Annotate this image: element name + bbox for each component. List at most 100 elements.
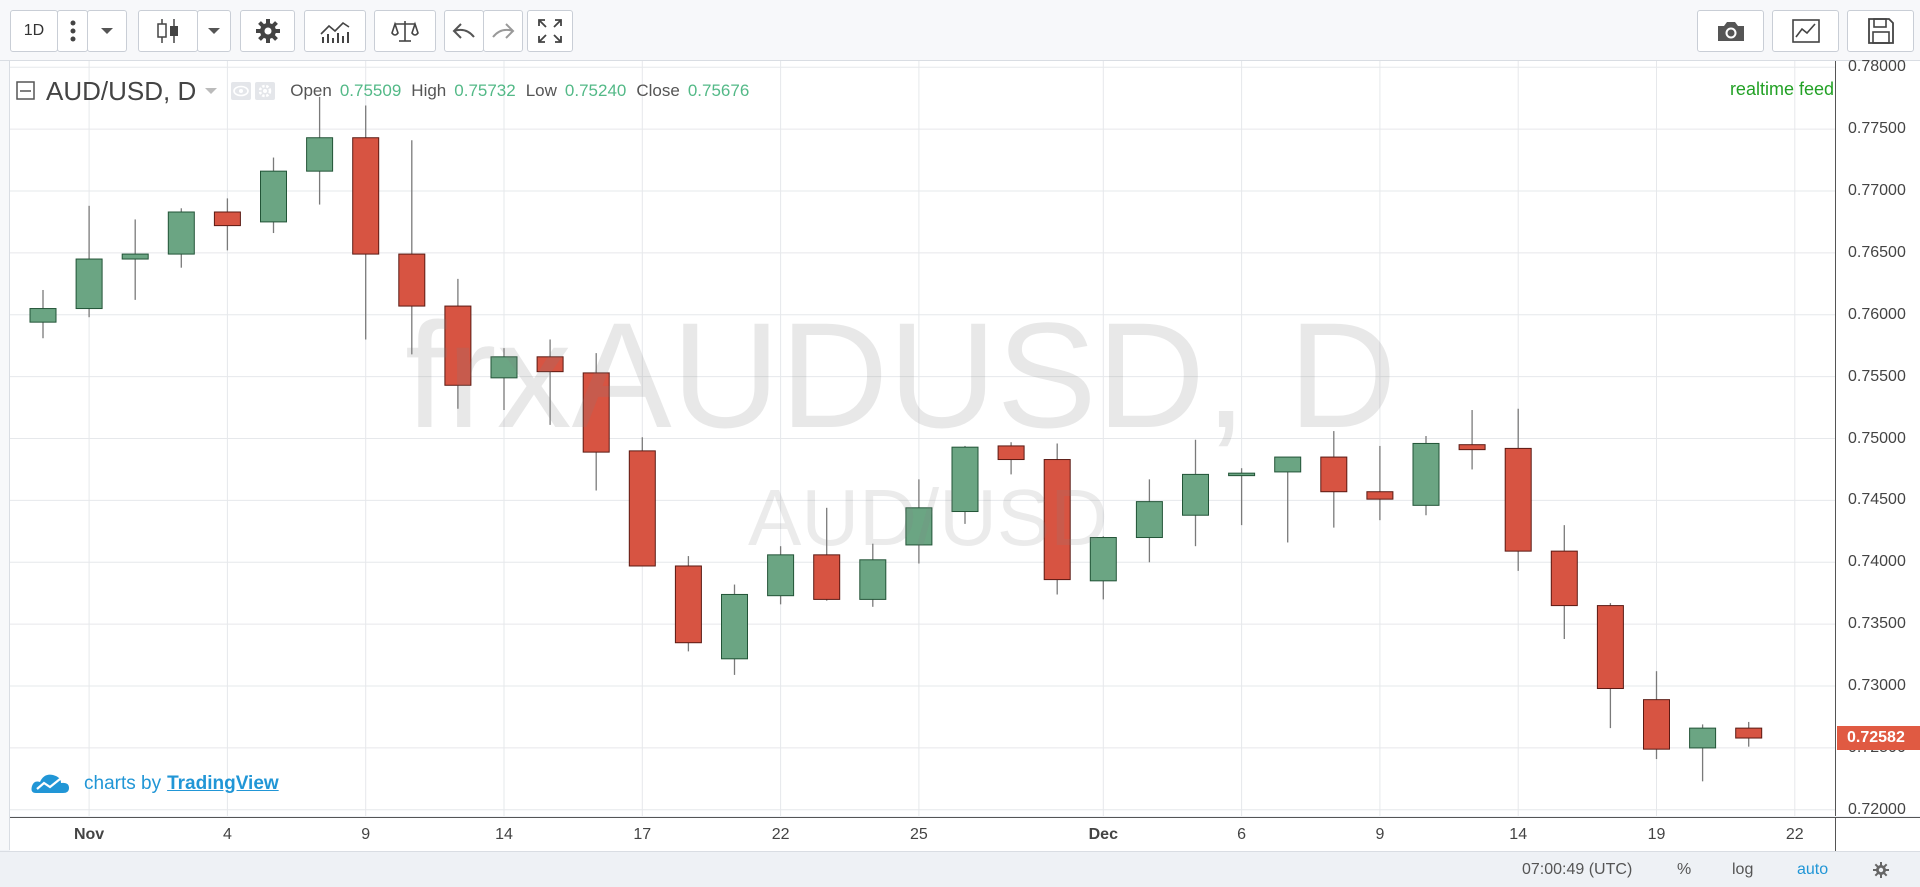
candle-body-down [813,554,841,600]
time-axis[interactable]: Nov 4 9 14 17 22 25 Dec 6 9 14 19 22 [10,817,1835,851]
series-legend: AUD/USD, D Open 0.75509 High 0.75732 Low… [16,76,749,106]
tradingview-link[interactable]: TradingView [167,773,279,794]
screenshot-button[interactable] [1697,10,1764,52]
interval-dropdown-button[interactable] [87,10,127,52]
chart-style-button[interactable] [138,10,198,52]
time-tick-label: Nov [73,826,105,843]
candle[interactable] [582,353,610,491]
log-scale-toggle[interactable]: log [1732,861,1754,878]
chevron-down-icon[interactable] [204,86,218,96]
candle[interactable] [859,543,887,607]
candle[interactable] [352,105,380,340]
candle[interactable] [813,507,841,601]
candle[interactable] [1320,431,1348,528]
save-chart-button[interactable] [1847,10,1914,52]
candle-body-up [859,559,887,600]
candle[interactable] [767,546,795,605]
candle[interactable] [398,140,426,355]
candle[interactable] [1135,479,1163,563]
candle[interactable] [1043,443,1071,595]
tradingview-branding[interactable]: charts by TradingView [30,765,279,803]
candle[interactable] [628,437,656,567]
axis-corner [1835,817,1920,851]
compare-button[interactable] [374,10,436,52]
time-tick-label: 9 [361,826,371,843]
scale-settings-gear-icon[interactable] [1872,861,1890,879]
candle[interactable] [721,584,748,675]
chart-style-dropdown-button[interactable] [197,10,231,52]
candle-body-down [674,565,702,644]
symbol-title[interactable]: AUD/USD, D [46,75,197,106]
price-tick-label: 0.77500 [1848,120,1906,138]
candle-body-up [121,253,149,260]
low-value: 0.75240 [564,81,627,100]
candle[interactable] [1458,410,1486,470]
fullscreen-button[interactable] [527,10,573,52]
candle[interactable] [1182,439,1209,547]
time-tick-label: 22 [771,826,790,843]
candle[interactable] [29,289,57,339]
candle[interactable] [306,96,334,205]
candle-body-down [536,356,564,373]
candle-body-up [721,593,748,660]
redo-button[interactable] [483,10,523,52]
price-tick-label: 0.72000 [1848,800,1906,818]
candle[interactable] [213,198,241,251]
candle[interactable] [1689,724,1717,782]
candle-body-up [951,446,979,513]
candle[interactable] [536,339,564,425]
price-axis[interactable]: 0.78000 0.77500 0.77000 0.76500 0.76000 0.755… [1835,58,1920,818]
time-tick-label: 22 [1785,826,1804,843]
percent-scale-toggle[interactable]: % [1677,861,1692,878]
price-tick-label: 0.75500 [1848,367,1906,385]
candle[interactable] [1366,445,1394,521]
candle[interactable] [1596,603,1624,729]
candle[interactable] [260,157,287,234]
candle[interactable] [444,278,472,409]
auto-scale-toggle[interactable]: auto [1797,861,1829,878]
settings-button[interactable] [240,10,295,52]
candle[interactable] [997,442,1025,475]
candle-body-up [167,211,195,255]
price-tick-label: 0.76000 [1848,305,1906,323]
undo-button[interactable] [444,10,484,52]
candle[interactable] [1643,671,1670,760]
chart-pane[interactable] [10,61,1835,816]
candle[interactable] [167,208,195,268]
eye-icon[interactable] [230,81,252,101]
candle[interactable] [1735,721,1763,747]
price-tick-label: 0.73000 [1848,677,1906,695]
branding-prefix: charts by [84,773,162,794]
left-panel-edge[interactable] [0,61,10,850]
candle[interactable] [1228,468,1256,526]
candle[interactable] [1550,525,1578,640]
candle[interactable] [1412,436,1440,516]
interval-more-button[interactable] [57,10,88,52]
candle-body-down [352,137,380,255]
candle-body-up [1412,442,1440,506]
chart-template-button[interactable] [1772,10,1839,52]
indicators-icon [320,21,350,43]
last-price-label: 0.72582 [1837,725,1920,750]
bottom-status-bar: 07:00:49 (UTC) % log auto [0,851,1920,887]
collapse-legend-icon[interactable] [16,81,36,101]
candle[interactable] [905,479,933,564]
price-tick-label: 0.74500 [1848,491,1906,509]
indicators-button[interactable] [304,10,366,52]
candle[interactable] [674,556,702,652]
candle[interactable] [121,219,149,300]
series-settings-gear-icon[interactable] [254,81,276,101]
candle[interactable] [951,445,979,524]
candle[interactable] [75,205,103,318]
candle[interactable] [1089,536,1117,600]
candle[interactable] [1274,456,1302,543]
utc-clock[interactable]: 07:00:49 (UTC) [1522,861,1633,878]
candle-body-up [1089,537,1117,582]
interval-button[interactable]: 1D [10,10,58,52]
candle[interactable] [490,348,518,411]
close-label: Close [636,81,680,100]
candle[interactable] [1504,408,1532,571]
candlestick-chart[interactable] [10,61,1835,816]
candle-body-up [1182,473,1209,516]
chart-template-icon [1791,19,1820,43]
